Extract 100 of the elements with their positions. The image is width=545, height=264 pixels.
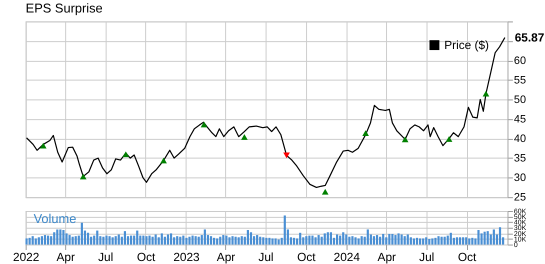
bar: [320, 236, 323, 245]
y-tick-label: 55: [514, 74, 526, 86]
bar: [96, 230, 98, 245]
bar: [446, 236, 449, 245]
bar: [145, 236, 148, 245]
bar: [194, 236, 197, 245]
bar: [336, 234, 338, 245]
bar: [124, 231, 126, 245]
bar: [231, 236, 234, 245]
bar: [188, 236, 191, 245]
bar: [388, 234, 390, 245]
bar: [480, 233, 483, 245]
bar: [351, 236, 354, 245]
bar: [136, 230, 138, 245]
bar: [434, 238, 437, 245]
bar: [256, 235, 258, 245]
bar: [268, 238, 271, 245]
bar: [46, 236, 50, 245]
bar: [342, 232, 344, 245]
bar: [440, 236, 443, 245]
bar: [330, 232, 332, 245]
x-tick-label: 2022: [13, 250, 40, 264]
point: [122, 151, 130, 158]
y-tick-label: 30: [514, 172, 526, 184]
line-series: [26, 36, 506, 188]
bar: [152, 236, 154, 245]
x-tick-label: Oct: [458, 250, 478, 264]
bar: [379, 236, 382, 245]
bar: [271, 238, 274, 245]
bar: [210, 236, 212, 245]
bar: [86, 232, 90, 245]
point: [482, 90, 490, 97]
bar: [308, 236, 310, 245]
bar: [465, 237, 468, 245]
bar: [326, 232, 329, 245]
point: [241, 134, 248, 140]
point: [160, 158, 167, 164]
point: [40, 142, 47, 148]
bar: [130, 236, 132, 245]
bar: [418, 238, 422, 245]
bar: [32, 236, 34, 245]
bar: [65, 233, 68, 245]
bar: [164, 236, 166, 245]
bar: [108, 236, 111, 245]
x-tick-label: Jul: [258, 250, 274, 264]
bar: [191, 236, 194, 245]
x-tick-label: Apr: [216, 250, 236, 264]
bar: [376, 235, 378, 245]
bar: [339, 236, 342, 245]
bar: [468, 238, 470, 245]
bar: [416, 238, 418, 245]
bar: [404, 236, 406, 245]
bar: [185, 238, 188, 245]
bar: [311, 236, 314, 245]
bar: [252, 236, 256, 245]
bar: [292, 238, 296, 245]
bar: [360, 236, 363, 245]
bar: [213, 238, 216, 245]
point: [283, 152, 290, 158]
y-tick-label: 25: [514, 192, 526, 204]
bar: [284, 215, 286, 245]
bar: [262, 237, 264, 245]
bar: [425, 237, 428, 245]
x-tick-label: Jul: [98, 250, 114, 264]
bar: [44, 235, 46, 245]
bar: [302, 237, 304, 245]
y-tick-label: 40: [514, 133, 526, 146]
legend-label: Price ($): [444, 38, 490, 52]
x-tick-label: Oct: [297, 250, 316, 264]
x-tick-label: Oct: [136, 250, 156, 264]
bar: [437, 236, 440, 245]
bar: [246, 230, 249, 245]
bar: [477, 230, 480, 245]
bar: [431, 238, 434, 245]
bar: [250, 232, 252, 245]
bar: [492, 229, 495, 245]
bar: [450, 232, 452, 245]
bar: [40, 236, 44, 245]
chart-title: Volume: [34, 210, 76, 226]
bar: [179, 236, 182, 245]
bar: [53, 232, 56, 245]
bar: [366, 229, 369, 245]
bar: [118, 234, 120, 245]
bar: [148, 236, 151, 245]
bar: [62, 230, 65, 245]
y-tick-label: 60: [514, 54, 526, 67]
bar: [348, 236, 350, 245]
bar: [25, 238, 28, 245]
bar: [204, 229, 206, 245]
bar: [444, 236, 446, 245]
point: [446, 136, 452, 142]
bar: [102, 236, 104, 245]
bar: [198, 236, 200, 245]
bar: [318, 235, 320, 245]
bar: [216, 238, 218, 245]
y-tick-label: 45: [514, 114, 526, 126]
bar: [80, 222, 83, 245]
bar: [345, 234, 348, 245]
bar: [278, 240, 280, 245]
bar: [68, 235, 71, 245]
